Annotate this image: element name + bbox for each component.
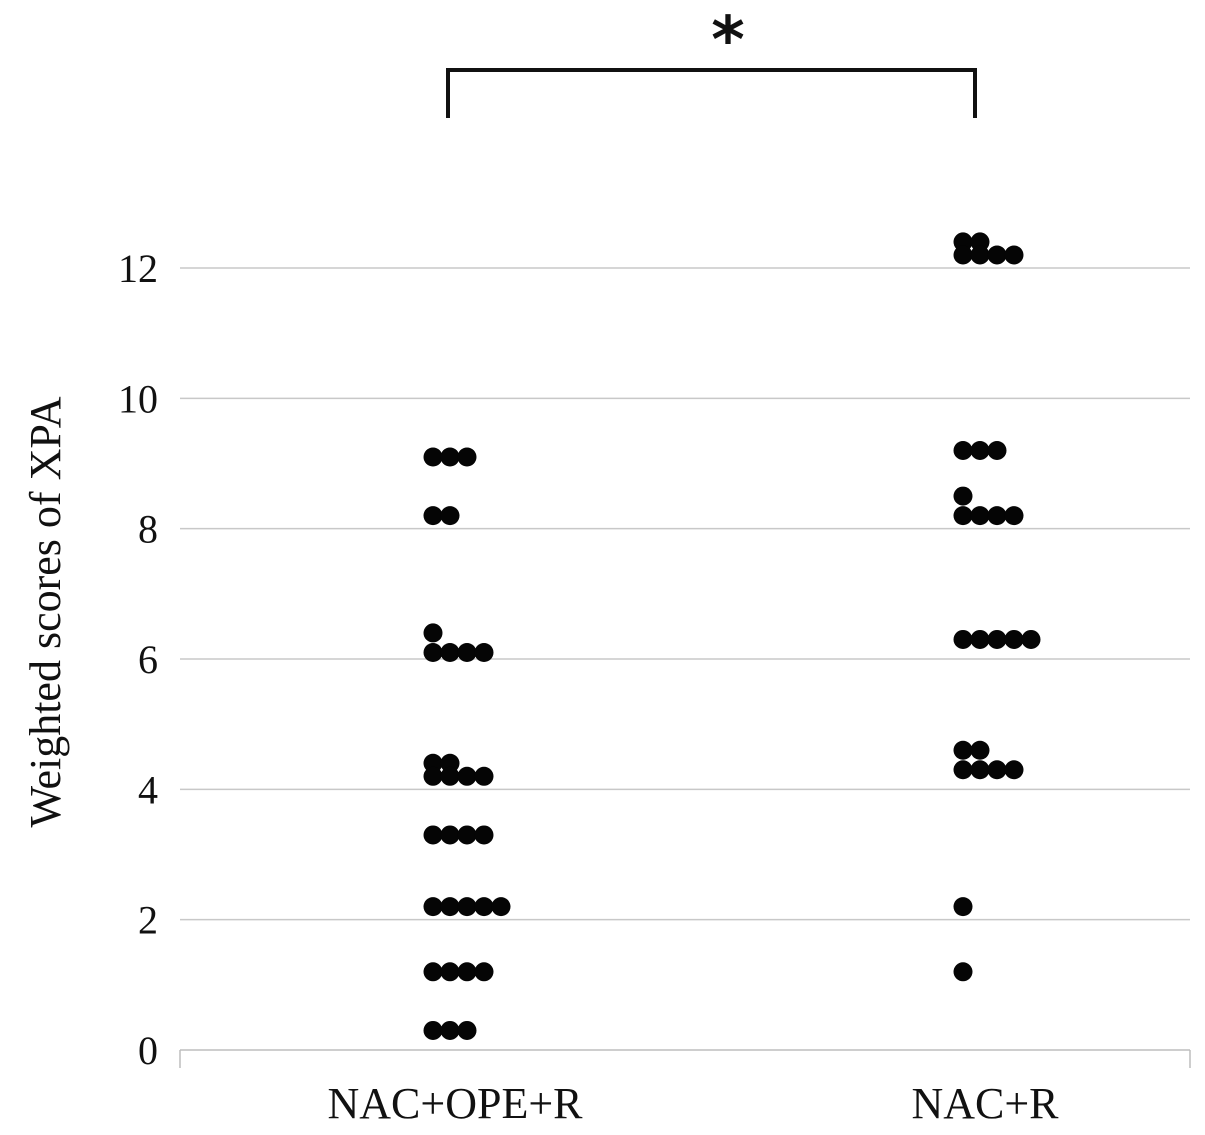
data-point xyxy=(987,440,1007,460)
data-point xyxy=(970,506,990,526)
data-point xyxy=(953,440,973,460)
y-tick-label: 10 xyxy=(118,376,158,421)
data-point xyxy=(970,245,990,265)
gridlines xyxy=(179,267,1191,1068)
data-point xyxy=(440,447,460,467)
data-point xyxy=(474,825,494,845)
data-point xyxy=(953,245,973,265)
data-point xyxy=(457,825,477,845)
y-tick-label: 2 xyxy=(138,898,158,943)
data-point xyxy=(970,232,990,252)
data-point xyxy=(440,506,460,526)
data-point xyxy=(987,760,1007,780)
data-point xyxy=(457,1020,477,1040)
significance-star: * xyxy=(711,4,744,78)
y-tick-label: 12 xyxy=(118,246,158,291)
data-point xyxy=(423,447,443,467)
significance-annotation: * xyxy=(446,4,977,118)
data-point xyxy=(970,740,990,760)
significance-bracket xyxy=(446,68,977,118)
data-point xyxy=(423,1020,443,1040)
data-point xyxy=(423,825,443,845)
data-point xyxy=(1004,760,1024,780)
data-point xyxy=(970,440,990,460)
data-point xyxy=(440,1020,460,1040)
data-point xyxy=(953,629,973,649)
data-point xyxy=(1004,506,1024,526)
category-label: NAC+R xyxy=(911,1079,1059,1128)
data-point xyxy=(423,897,443,917)
data-point xyxy=(457,447,477,467)
data-point xyxy=(953,740,973,760)
y-tick-label: 0 xyxy=(138,1028,158,1073)
data-point xyxy=(491,897,511,917)
data-point xyxy=(440,962,460,982)
y-axis-tick-labels: 0 2 4 6 8 10 12 xyxy=(118,246,158,1073)
data-point xyxy=(474,962,494,982)
data-point xyxy=(423,506,443,526)
data-point xyxy=(474,642,494,662)
data-points xyxy=(423,232,1041,1040)
y-tick-label: 6 xyxy=(138,637,158,682)
data-point xyxy=(440,766,460,786)
data-point xyxy=(953,486,973,506)
data-point xyxy=(953,962,973,982)
data-point xyxy=(987,506,1007,526)
data-point xyxy=(1004,245,1024,265)
data-point xyxy=(457,642,477,662)
x-axis-category-labels: NAC+OPE+R NAC+R xyxy=(328,1079,1060,1128)
data-point xyxy=(457,962,477,982)
data-point xyxy=(970,629,990,649)
data-point xyxy=(953,760,973,780)
data-point xyxy=(423,962,443,982)
data-point xyxy=(1021,629,1041,649)
data-point xyxy=(474,766,494,786)
data-point xyxy=(440,897,460,917)
data-point xyxy=(987,629,1007,649)
data-point xyxy=(953,232,973,252)
data-point xyxy=(474,897,494,917)
y-axis-title: Weighted scores of XPA xyxy=(21,396,70,827)
data-point xyxy=(1004,629,1024,649)
data-point xyxy=(953,506,973,526)
data-point xyxy=(457,897,477,917)
data-point xyxy=(440,825,460,845)
data-point xyxy=(423,642,443,662)
data-point xyxy=(970,760,990,780)
data-point xyxy=(423,753,443,773)
data-point xyxy=(440,642,460,662)
data-point xyxy=(457,766,477,786)
data-point xyxy=(987,245,1007,265)
data-point xyxy=(953,897,973,917)
data-point xyxy=(423,623,443,643)
y-tick-label: 8 xyxy=(138,507,158,552)
data-point xyxy=(440,753,460,773)
category-label: NAC+OPE+R xyxy=(328,1079,584,1128)
y-tick-label: 4 xyxy=(138,767,158,812)
data-point xyxy=(423,766,443,786)
